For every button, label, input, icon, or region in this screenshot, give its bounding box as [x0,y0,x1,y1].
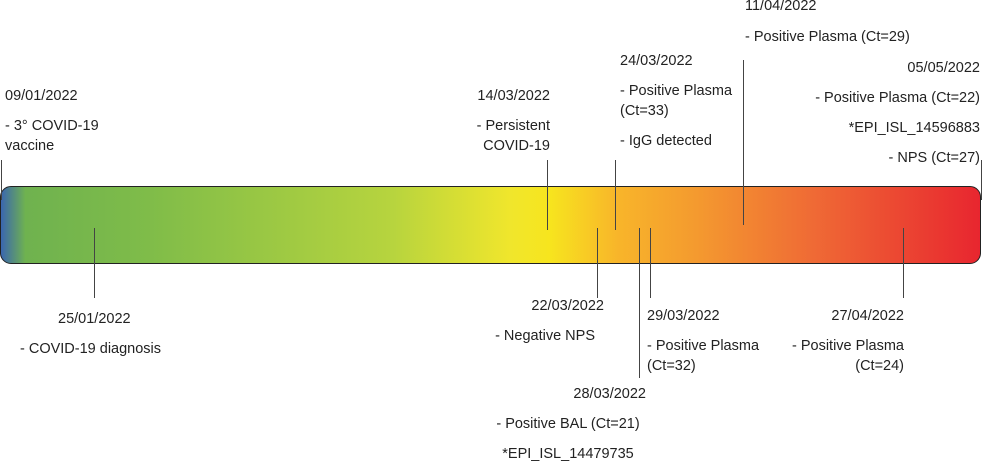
event-line: - Positive Plasma (Ct=24) [791,338,904,374]
event-line: - Negative NPS [495,328,595,344]
marker-line-0505 [981,160,983,200]
event-line: - Positive Plasma (Ct=32) [647,338,760,374]
event-date: 29/03/2022 [647,308,720,324]
event-line: - Persistent COVID-19 [476,118,550,154]
event-line: *EPI_ISL_14479735 [502,446,634,462]
event-2903: 29/03/2022 - Positive Plasma (Ct=32) [647,306,767,376]
event-line: - NPS (Ct=27) [888,150,980,166]
event-date: 27/04/2022 [831,308,904,324]
event-0505: 05/05/2022 - Positive Plasma (Ct=22) *EP… [815,58,980,168]
event-date: 28/03/2022 [573,386,646,402]
event-line: - IgG detected [620,133,712,149]
event-2803: 28/03/2022 - Positive BAL (Ct=21) *EPI_I… [490,384,646,464]
marker-line-2803 [639,228,641,378]
event-line: *EPI_ISL_14596883 [848,120,980,136]
event-line: - Positive Plasma (Ct=33) [620,83,733,119]
event-1403: 14/03/2022 - Persistent COVID-19 [460,86,550,156]
event-2501: 25/01/2022 - COVID-19 diagnosis [20,309,161,359]
event-date: 05/05/2022 [907,60,980,76]
marker-line-1104 [743,60,745,225]
event-2403: 24/03/2022 - Positive Plasma (Ct=33) - I… [620,51,740,151]
event-0901: 09/01/2022 - 3° COVID-19 vaccine [5,86,115,156]
event-line: - Positive Plasma (Ct=29) [745,29,910,45]
event-line: - Positive Plasma (Ct=22) [815,90,980,106]
event-line: - Positive BAL (Ct=21) [496,416,640,432]
timeline-gradient-bar [0,186,981,264]
event-date: 14/03/2022 [477,88,550,104]
marker-line-2704 [903,228,905,298]
marker-line-2203 [597,228,599,298]
marker-line-2903 [650,228,652,298]
event-line: - 3° COVID-19 vaccine [5,118,99,154]
event-line: - COVID-19 diagnosis [20,341,162,357]
event-date: 11/04/2022 [745,0,817,14]
event-date: 25/01/2022 [58,311,131,327]
event-2704: 27/04/2022 - Positive Plasma (Ct=24) [784,306,904,376]
marker-line-2501 [94,228,96,298]
marker-line-0901 [1,160,3,200]
marker-line-2403 [615,160,617,230]
event-date: 22/03/2022 [531,298,604,314]
event-2203: 22/03/2022 - Negative NPS [495,296,604,346]
event-date: 09/01/2022 [5,88,78,104]
event-date: 24/03/2022 [620,53,693,69]
event-1104: 11/04/2022 - Positive Plasma (Ct=29) [745,0,910,47]
marker-line-1403 [547,160,549,230]
